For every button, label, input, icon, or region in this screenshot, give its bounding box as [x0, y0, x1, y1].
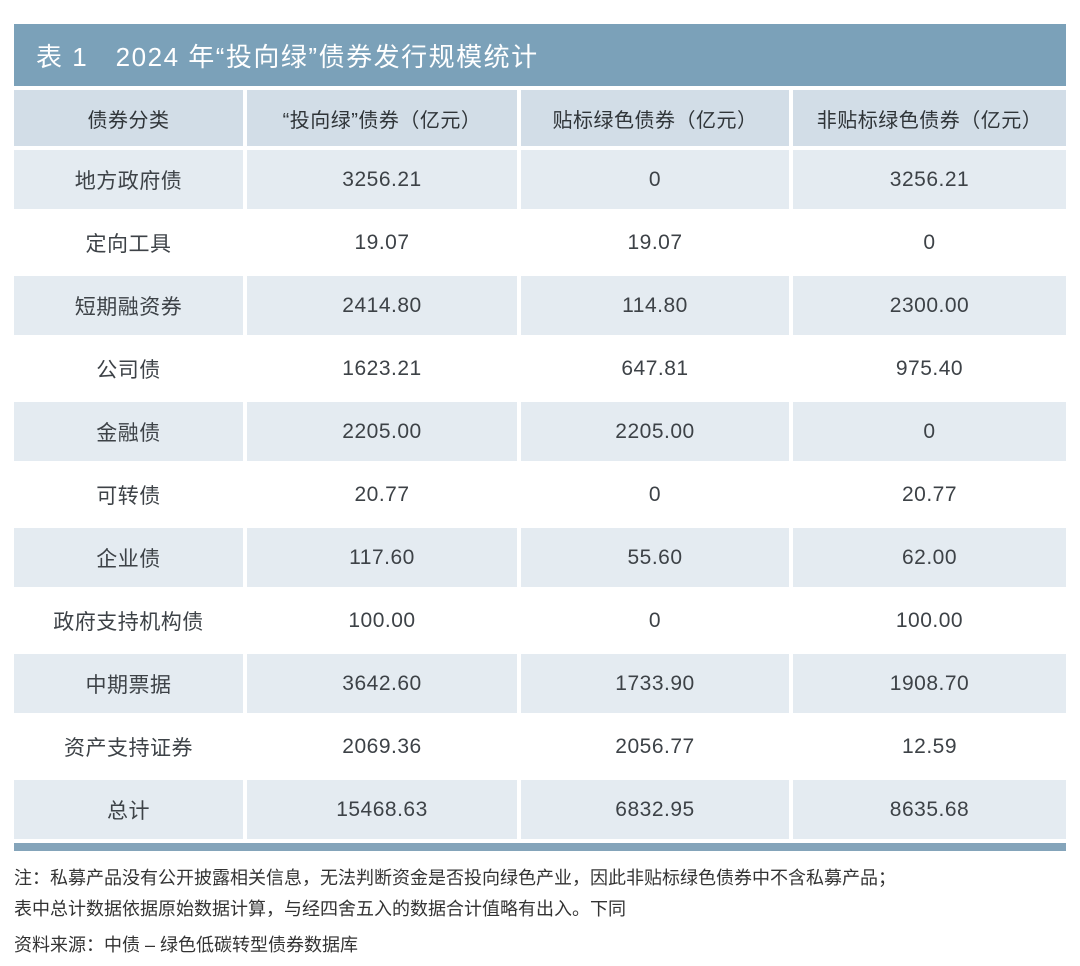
table-row: 公司债 1623.21 647.81 975.40 [14, 339, 1066, 398]
row-category-cell: 可转债 [14, 465, 243, 524]
row-category-cell: 政府支持机构债 [14, 591, 243, 650]
row-value-cell: 114.80 [521, 276, 789, 335]
row-value-cell: 1623.21 [247, 339, 517, 398]
row-category-cell: 中期票据 [14, 654, 243, 713]
table-row: 地方政府债 3256.21 0 3256.21 [14, 150, 1066, 209]
column-header-green-invested-bonds: “投向绿”债券（亿元） [247, 90, 517, 146]
table-title: 表 1 2024 年“投向绿”债券发行规模统计 [36, 41, 539, 72]
table-body: 地方政府债 3256.21 0 3256.21 定向工具 19.07 19.07 0 短期融资券… [14, 150, 1066, 839]
table-note-line1: 注：私募产品没有公开披露相关信息，无法判断资金是否投向绿色产业，因此非贴标绿色债… [14, 868, 896, 888]
row-category-cell: 金融债 [14, 402, 243, 461]
row-value-cell: 100.00 [793, 591, 1066, 650]
table-total-row: 总计 15468.63 6832.95 8635.68 [14, 780, 1066, 839]
row-value-cell: 2056.77 [521, 717, 789, 776]
table-header-row: 债券分类 “投向绿”债券（亿元） 贴标绿色债券（亿元） 非贴标绿色债券（亿元） [14, 90, 1066, 146]
row-value-cell: 0 [793, 213, 1066, 272]
row-value-cell: 1733.90 [521, 654, 789, 713]
table-footnotes: 注：私募产品没有公开披露相关信息，无法判断资金是否投向绿色产业，因此非贴标绿色债… [14, 851, 1066, 961]
column-header-labeled-green-bonds: 贴标绿色债券（亿元） [521, 90, 789, 146]
row-value-cell: 62.00 [793, 528, 1066, 587]
table-row: 可转债 20.77 0 20.77 [14, 465, 1066, 524]
row-value-cell: 20.77 [793, 465, 1066, 524]
row-value-cell: 3642.60 [247, 654, 517, 713]
row-value-cell: 0 [521, 150, 789, 209]
table-title-bar: 表 1 2024 年“投向绿”债券发行规模统计 [14, 24, 1066, 86]
table-row: 政府支持机构债 100.00 0 100.00 [14, 591, 1066, 650]
row-value-cell: 0 [521, 465, 789, 524]
row-value-cell: 0 [521, 591, 789, 650]
row-value-cell: 1908.70 [793, 654, 1066, 713]
row-category-cell: 地方政府债 [14, 150, 243, 209]
table-row: 企业债 117.60 55.60 62.00 [14, 528, 1066, 587]
table-row: 短期融资券 2414.80 114.80 2300.00 [14, 276, 1066, 335]
table-row: 中期票据 3642.60 1733.90 1908.70 [14, 654, 1066, 713]
row-value-cell: 975.40 [793, 339, 1066, 398]
row-category-cell: 总计 [14, 780, 243, 839]
row-value-cell: 20.77 [247, 465, 517, 524]
row-value-cell: 19.07 [521, 213, 789, 272]
row-value-cell: 2414.80 [247, 276, 517, 335]
column-header-unlabeled-green-bonds: 非贴标绿色债券（亿元） [793, 90, 1066, 146]
row-value-cell: 8635.68 [793, 780, 1066, 839]
row-value-cell: 100.00 [247, 591, 517, 650]
table-row: 定向工具 19.07 19.07 0 [14, 213, 1066, 272]
row-value-cell: 3256.21 [247, 150, 517, 209]
table-data-source: 资料来源：中债 – 绿色低碳转型债券数据库 [14, 935, 359, 956]
row-value-cell: 12.59 [793, 717, 1066, 776]
row-value-cell: 647.81 [521, 339, 789, 398]
table-row: 金融债 2205.00 2205.00 0 [14, 402, 1066, 461]
row-value-cell: 15468.63 [247, 780, 517, 839]
column-header-bond-category: 债券分类 [14, 90, 243, 146]
row-category-cell: 资产支持证券 [14, 717, 243, 776]
row-value-cell: 2205.00 [247, 402, 517, 461]
green-bond-issuance-table: 表 1 2024 年“投向绿”债券发行规模统计 债券分类 “投向绿”债券（亿元）… [14, 24, 1066, 851]
row-category-cell: 公司债 [14, 339, 243, 398]
row-category-cell: 短期融资券 [14, 276, 243, 335]
row-category-cell: 定向工具 [14, 213, 243, 272]
row-category-cell: 企业债 [14, 528, 243, 587]
table-note-line2: 表中总计数据依据原始数据计算，与经四舍五入的数据合计值略有出入。下同 [14, 898, 626, 919]
row-value-cell: 2300.00 [793, 276, 1066, 335]
table-row: 资产支持证券 2069.36 2056.77 12.59 [14, 717, 1066, 776]
table-bottom-border [14, 843, 1066, 851]
row-value-cell: 6832.95 [521, 780, 789, 839]
row-value-cell: 117.60 [247, 528, 517, 587]
row-value-cell: 2069.36 [247, 717, 517, 776]
row-value-cell: 2205.00 [521, 402, 789, 461]
row-value-cell: 3256.21 [793, 150, 1066, 209]
row-value-cell: 0 [793, 402, 1066, 461]
row-value-cell: 55.60 [521, 528, 789, 587]
row-value-cell: 19.07 [247, 213, 517, 272]
